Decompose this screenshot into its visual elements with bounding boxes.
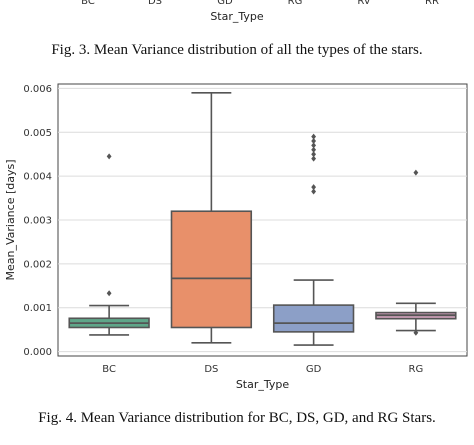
fig3-tick-labels: BC DS GD RG RV RR xyxy=(0,0,474,14)
outlier-point xyxy=(311,188,317,195)
outlier-point xyxy=(311,142,317,149)
y-tick-label: 0.001 xyxy=(23,303,52,314)
x-tick-label-ds: DS xyxy=(204,364,218,375)
outlier-point xyxy=(311,155,317,162)
fig3-tick-rv: RV xyxy=(357,0,371,7)
box-body xyxy=(272,304,355,333)
y-tick-label: 0.000 xyxy=(23,347,52,358)
y-tick-label: 0.002 xyxy=(23,259,52,270)
fig3-x-axis-title: Star_Type xyxy=(210,10,264,23)
fig3-tick-rg: RG xyxy=(287,0,303,7)
x-tick-label-gd: GD xyxy=(306,364,322,375)
box-rg xyxy=(375,169,457,336)
y-axis-title: Mean_Variance [days] xyxy=(4,159,17,280)
outlier-point xyxy=(106,153,112,160)
x-tick-label-bc: BC xyxy=(102,364,116,375)
fig3-tick-ds: DS xyxy=(147,0,163,7)
fig3-caption: Fig. 3. Mean Variance distribution of al… xyxy=(51,42,423,58)
y-tick-label: 0.004 xyxy=(23,172,52,183)
outlier-point xyxy=(311,184,317,191)
fig3-tick-rr: RR xyxy=(425,0,439,7)
boxes xyxy=(68,91,457,346)
box-body xyxy=(170,210,253,329)
outlier-point xyxy=(311,138,317,145)
y-tick-label: 0.003 xyxy=(23,216,52,227)
x-tick-label-rg: RG xyxy=(409,364,424,375)
y-tick-label: 0.005 xyxy=(23,128,52,139)
grid-lines xyxy=(58,87,467,353)
fig3-tick-gd: GD xyxy=(217,0,233,7)
fig4-box-plot: 0.000 0.001 0.002 0.003 0.004 0.005 0.006 BC DS… xyxy=(4,83,468,391)
fig3-tick-bc: BC xyxy=(81,0,95,7)
x-axis-title: Star_Type xyxy=(236,378,290,391)
x-tick-labels: BC DS GD RG xyxy=(102,364,423,375)
outlier-point xyxy=(311,146,317,153)
outlier-point xyxy=(311,133,317,140)
outlier-point xyxy=(413,169,419,176)
fig4-caption: Fig. 4. Mean Variance distribution for B… xyxy=(38,410,436,426)
box-gd xyxy=(272,133,355,346)
box-bc xyxy=(68,153,150,336)
y-tick-label: 0.006 xyxy=(23,84,52,95)
outlier-point xyxy=(413,329,419,336)
outlier-point xyxy=(311,151,317,158)
y-tick-labels: 0.000 0.001 0.002 0.003 0.004 0.005 0.006 xyxy=(23,84,52,358)
outlier-point xyxy=(106,290,112,297)
box-ds xyxy=(170,91,253,344)
